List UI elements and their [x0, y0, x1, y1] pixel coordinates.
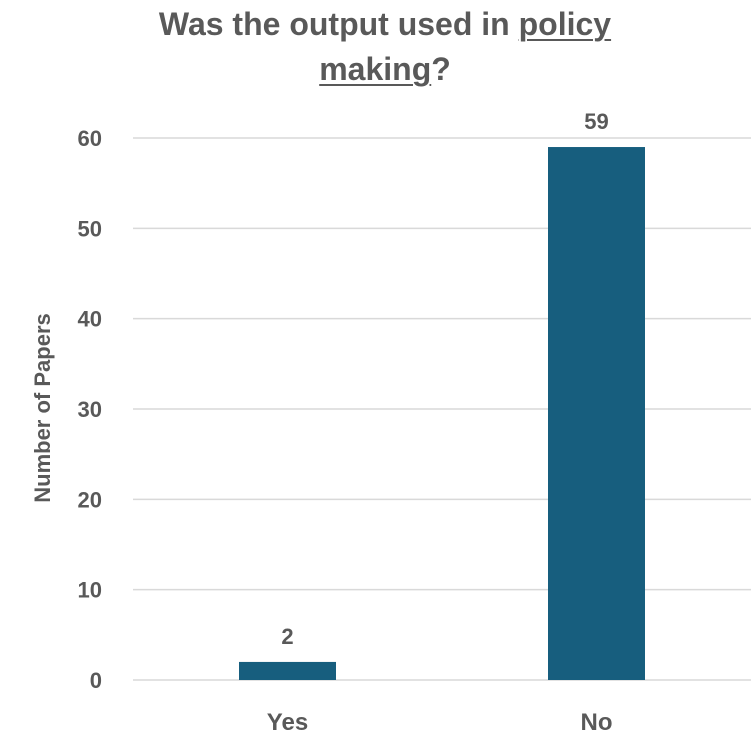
- category-label-no: No: [581, 709, 613, 734]
- bar-yes: [239, 661, 336, 680]
- chart-title-part-5: ?: [431, 51, 451, 87]
- y-tick-label-0: 0: [90, 668, 102, 693]
- category-label-yes: Yes: [267, 709, 308, 734]
- y-tick-label-50: 50: [78, 216, 102, 241]
- y-tick-label-40: 40: [78, 307, 102, 332]
- y-tick-label-30: 30: [78, 397, 102, 422]
- y-axis-label: Number of Papers: [30, 313, 55, 503]
- x-axis-categories: Yes No: [267, 709, 613, 734]
- chart-title-part-2: policy: [518, 6, 612, 42]
- y-tick-label-60: 60: [78, 126, 102, 151]
- data-labels: 2 59: [281, 109, 608, 649]
- y-tick-label-10: 10: [78, 578, 102, 603]
- chart-title-part-1: Was the output used in: [158, 6, 519, 42]
- data-label-yes: 2: [281, 624, 293, 649]
- bars: [239, 147, 645, 681]
- y-axis-ticks: 0 10 20 30 40 50 60: [78, 126, 102, 693]
- chart-title-part-4: making: [319, 51, 432, 87]
- chart-title: Was the output used in policy making?: [0, 2, 751, 92]
- bar-no: [548, 147, 645, 681]
- y-tick-label-20: 20: [78, 487, 102, 512]
- gridlines: [133, 137, 751, 681]
- data-label-no: 59: [584, 109, 608, 134]
